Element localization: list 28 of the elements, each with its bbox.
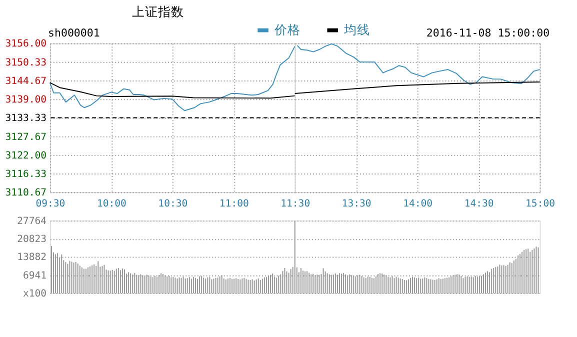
y-tick-label: 13882: [17, 252, 47, 264]
x-tick-label: 13:30: [342, 198, 372, 210]
legend-label: 价格: [273, 23, 300, 38]
text: sh000001: [48, 26, 100, 40]
x-tick-label: 10:00: [96, 198, 127, 210]
y-tick-label: 3139.00: [5, 94, 47, 106]
x-tick-label: 11:00: [219, 198, 249, 210]
y-tick-label: 27764: [17, 216, 47, 228]
y-tick-label: 3156.00: [5, 38, 47, 50]
x-tick-label: 15:00: [526, 198, 556, 210]
y-tick-label: 3116.33: [5, 169, 47, 180]
y-tick-label: x100: [22, 288, 47, 300]
chart-title: 上证指数: [132, 4, 184, 20]
x-tick-label: 10:30: [158, 198, 188, 210]
y-tick-label: 3150.33: [5, 57, 47, 68]
y-tick-label: 20823: [17, 234, 47, 246]
x-tick-label: 09:30: [36, 198, 66, 210]
y-tick-label: 3110.67: [5, 188, 47, 199]
x-tick-label: 14:30: [464, 198, 494, 210]
y-tick-label: 3133.33: [5, 113, 47, 124]
y-tick-label: 3122.00: [5, 150, 47, 162]
text: 2016-11-08 15:00:00: [426, 26, 550, 40]
x-tick-label: 14:00: [403, 198, 433, 210]
y-tick-label: 3127.67: [5, 132, 47, 143]
legend-label: 均线: [342, 23, 370, 38]
y-tick-label: 6941: [22, 270, 47, 282]
x-tick-label: 11:30: [280, 198, 310, 210]
y-tick-label: 3144.67: [5, 76, 47, 87]
